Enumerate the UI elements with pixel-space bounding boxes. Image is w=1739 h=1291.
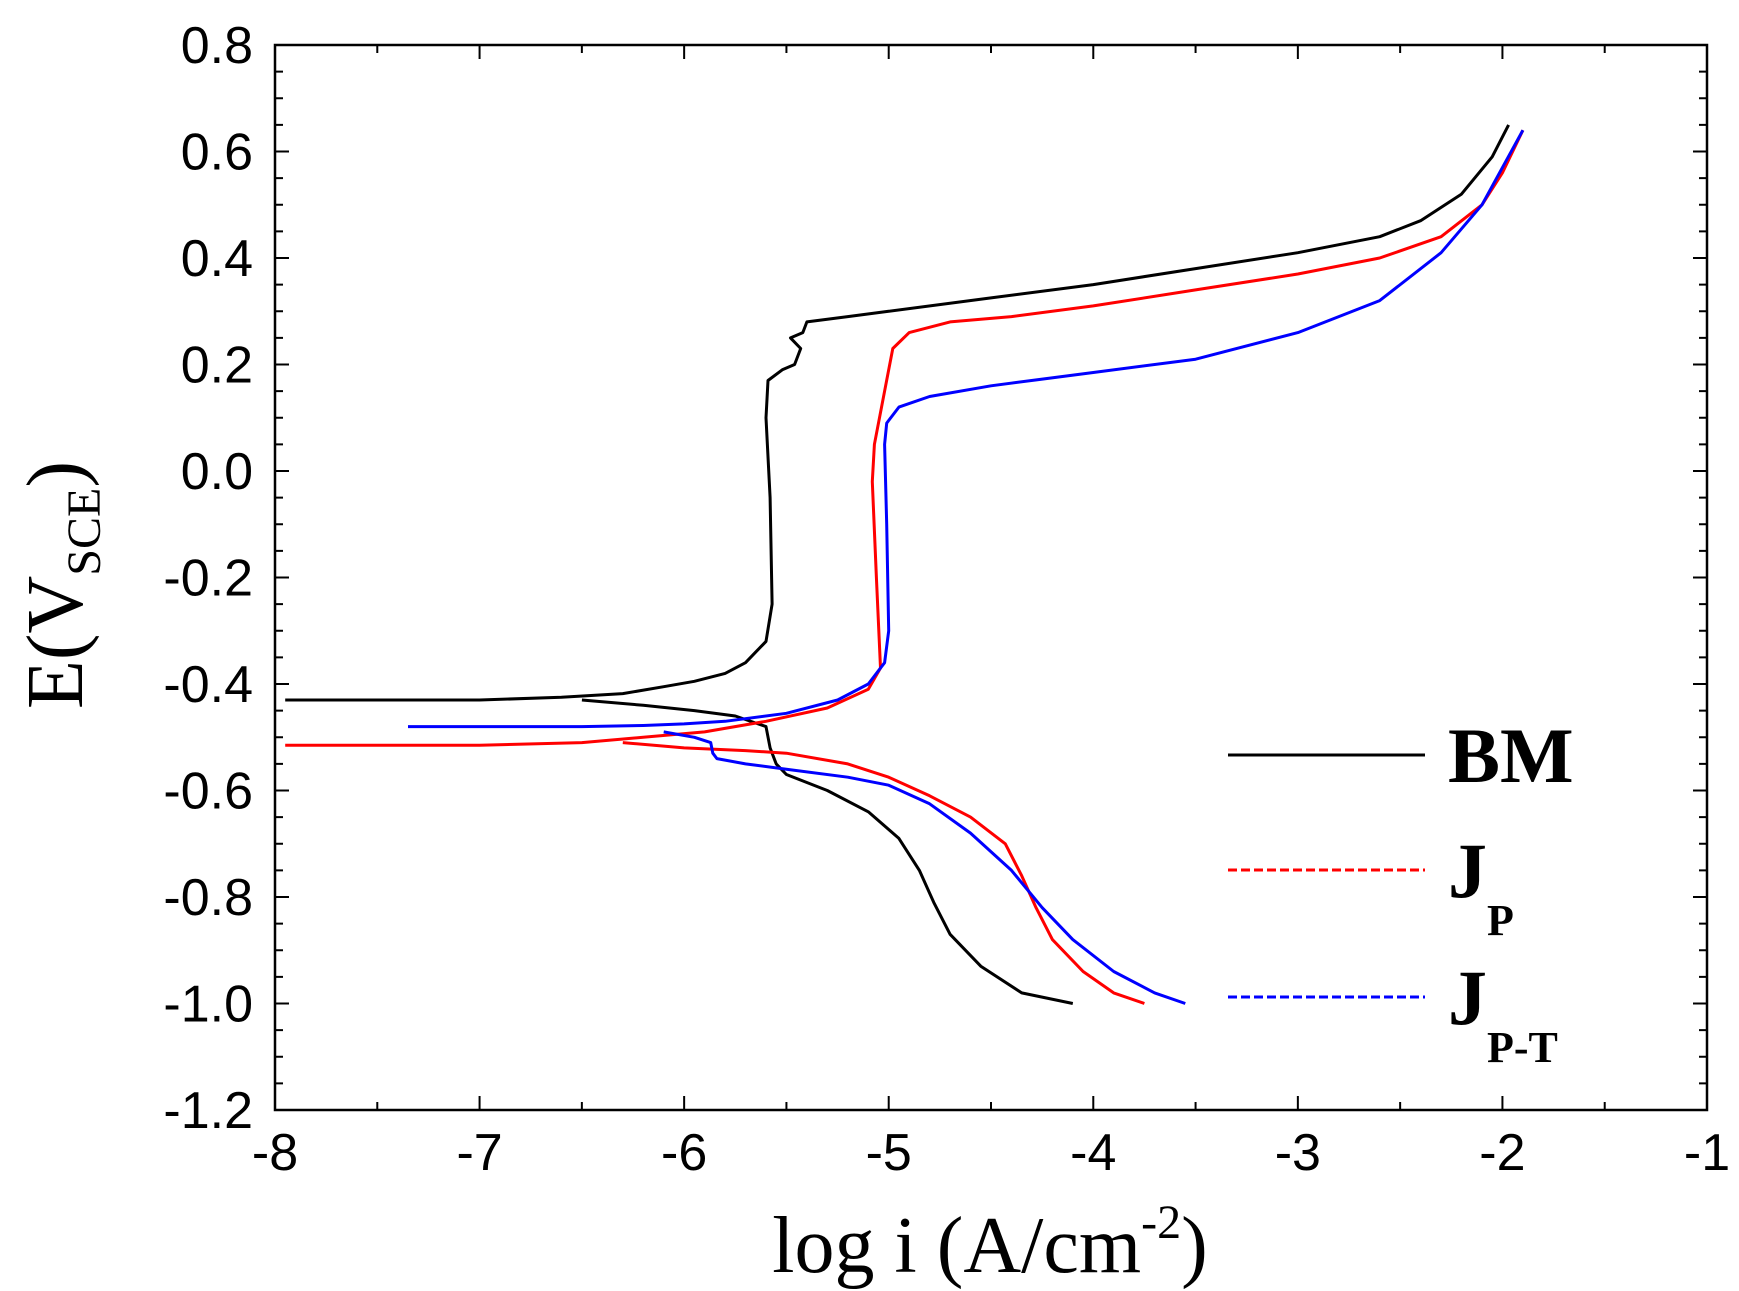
x-tick-label: -4: [1070, 1124, 1116, 1182]
y-tick-label: 0.6: [181, 124, 253, 182]
series-jp-t-anodic-line: [408, 129, 1525, 729]
legend-label: JP: [1448, 827, 1514, 945]
series-bm-anodic-line: [285, 124, 1510, 702]
series-layer: [285, 124, 1525, 1005]
y-tick-label: -1.2: [163, 1082, 253, 1140]
x-tick-label: -7: [456, 1124, 502, 1182]
y-tick-label: 0.4: [181, 230, 253, 288]
series-jp-cathodic-line: [622, 741, 1145, 1005]
y-axis-title: E(VSCE): [12, 461, 111, 709]
x-tick-label: -3: [1275, 1124, 1321, 1182]
series-jp-anodic-line: [285, 129, 1525, 747]
tick-marks: [274, 44, 1708, 1111]
y-tick-label: 0.8: [181, 17, 253, 75]
x-tick-label: -8: [252, 1124, 298, 1182]
y-tick-label: 0.0: [181, 443, 253, 501]
x-tick-label: -1: [1684, 1124, 1730, 1182]
legend-label: JP-T: [1448, 954, 1558, 1072]
y-tick-label: -0.2: [163, 550, 253, 608]
legend-label: BM: [1448, 712, 1574, 799]
y-tick-label: 0.2: [181, 337, 253, 395]
y-tick-label: -1.0: [163, 976, 253, 1034]
x-tick-label: -5: [866, 1124, 912, 1182]
x-tick-label: -6: [661, 1124, 707, 1182]
y-tick-labels: 0.8 0.6 0.4 0.2 0.0 -0.2 -0.4 -0.6 -0.8 -1.0 -1.2: [163, 17, 253, 1140]
series-jp-t-cathodic-line: [663, 730, 1186, 1005]
plot-frame: [273, 43, 1709, 1112]
series-bm-cathodic-line: [581, 698, 1074, 1005]
y-tick-label: -0.8: [163, 869, 253, 927]
y-tick-label: -0.6: [163, 763, 253, 821]
x-tick-label: -2: [1479, 1124, 1525, 1182]
x-axis-title: log i (A/cm-2): [772, 1196, 1207, 1290]
x-tick-labels: -8 -7 -6 -5 -4 -3 -2 -1: [252, 1124, 1730, 1182]
y-tick-label: -0.4: [163, 656, 253, 714]
